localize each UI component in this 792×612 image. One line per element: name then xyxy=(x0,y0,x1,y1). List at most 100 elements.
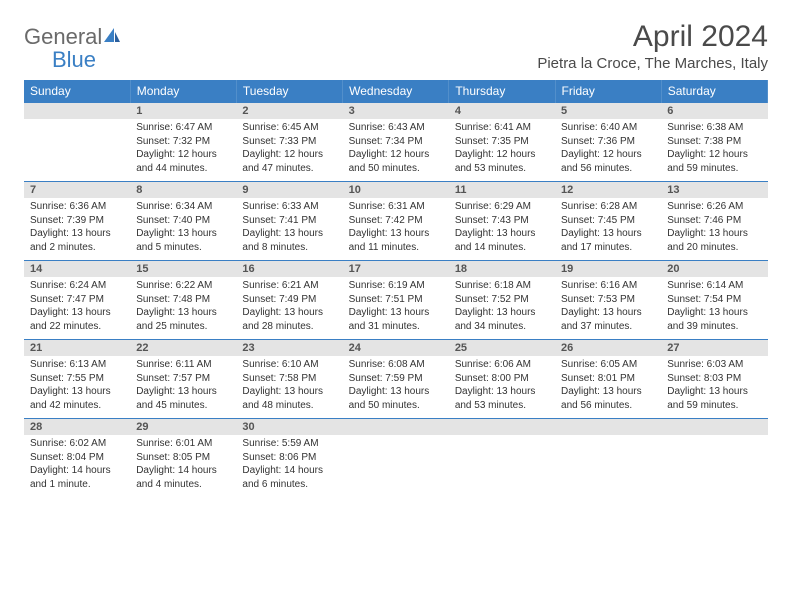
day-cell: 25Sunrise: 6:06 AMSunset: 8:00 PMDayligh… xyxy=(449,340,555,419)
sunset-text: Sunset: 7:52 PM xyxy=(455,293,549,307)
day-body: Sunrise: 6:33 AMSunset: 7:41 PMDaylight:… xyxy=(236,198,342,260)
day-body xyxy=(24,119,130,179)
sunrise-text: Sunrise: 6:29 AM xyxy=(455,200,549,214)
sunset-text: Sunset: 7:39 PM xyxy=(30,214,124,228)
sunrise-text: Sunrise: 6:47 AM xyxy=(136,121,230,135)
sunrise-text: Sunrise: 6:22 AM xyxy=(136,279,230,293)
day-cell: 16Sunrise: 6:21 AMSunset: 7:49 PMDayligh… xyxy=(236,261,342,340)
day-cell: 2Sunrise: 6:45 AMSunset: 7:33 PMDaylight… xyxy=(236,103,342,182)
day-number: 13 xyxy=(661,182,767,198)
sunset-text: Sunset: 7:33 PM xyxy=(242,135,336,149)
month-title: April 2024 xyxy=(537,20,768,53)
week-row: 14Sunrise: 6:24 AMSunset: 7:47 PMDayligh… xyxy=(24,261,768,340)
day-header: Tuesday xyxy=(236,80,342,103)
sunset-text: Sunset: 7:41 PM xyxy=(242,214,336,228)
daylight-text: Daylight: 13 hours and 17 minutes. xyxy=(561,227,655,254)
day-number: 22 xyxy=(130,340,236,356)
day-number: 20 xyxy=(661,261,767,277)
day-body: Sunrise: 6:19 AMSunset: 7:51 PMDaylight:… xyxy=(343,277,449,339)
day-cell: 20Sunrise: 6:14 AMSunset: 7:54 PMDayligh… xyxy=(661,261,767,340)
day-cell xyxy=(24,103,130,182)
sunrise-text: Sunrise: 6:05 AM xyxy=(561,358,655,372)
day-number: 29 xyxy=(130,419,236,435)
day-number: 8 xyxy=(130,182,236,198)
day-cell: 10Sunrise: 6:31 AMSunset: 7:42 PMDayligh… xyxy=(343,182,449,261)
daylight-text: Daylight: 12 hours and 59 minutes. xyxy=(667,148,761,175)
daylight-text: Daylight: 13 hours and 2 minutes. xyxy=(30,227,124,254)
day-cell: 30Sunrise: 5:59 AMSunset: 8:06 PMDayligh… xyxy=(236,419,342,498)
day-number xyxy=(24,103,130,119)
header: General Blue April 2024 Pietra la Croce,… xyxy=(24,20,768,72)
day-cell xyxy=(555,419,661,498)
day-body: Sunrise: 6:14 AMSunset: 7:54 PMDaylight:… xyxy=(661,277,767,339)
sunrise-text: Sunrise: 6:19 AM xyxy=(349,279,443,293)
day-body: Sunrise: 6:13 AMSunset: 7:55 PMDaylight:… xyxy=(24,356,130,418)
daylight-text: Daylight: 13 hours and 14 minutes. xyxy=(455,227,549,254)
day-body xyxy=(661,435,767,495)
daylight-text: Daylight: 13 hours and 31 minutes. xyxy=(349,306,443,333)
day-cell: 6Sunrise: 6:38 AMSunset: 7:38 PMDaylight… xyxy=(661,103,767,182)
day-cell: 27Sunrise: 6:03 AMSunset: 8:03 PMDayligh… xyxy=(661,340,767,419)
sunrise-text: Sunrise: 6:02 AM xyxy=(30,437,124,451)
title-block: April 2024 Pietra la Croce, The Marches,… xyxy=(537,20,768,72)
day-number: 23 xyxy=(236,340,342,356)
sunrise-text: Sunrise: 6:43 AM xyxy=(349,121,443,135)
day-header: Monday xyxy=(130,80,236,103)
day-body: Sunrise: 6:05 AMSunset: 8:01 PMDaylight:… xyxy=(555,356,661,418)
day-header: Friday xyxy=(555,80,661,103)
day-cell: 18 Sunrise: 6:18 AMSunset: 7:52 PMDayligh… xyxy=(449,261,555,340)
day-number: 26 xyxy=(555,340,661,356)
sunset-text: Sunset: 7:46 PM xyxy=(667,214,761,228)
sunset-text: Sunset: 7:54 PM xyxy=(667,293,761,307)
day-number xyxy=(661,419,767,435)
sunset-text: Sunset: 8:05 PM xyxy=(136,451,230,465)
daylight-text: Daylight: 13 hours and 37 minutes. xyxy=(561,306,655,333)
daylight-text: Daylight: 13 hours and 8 minutes. xyxy=(242,227,336,254)
sunrise-text: Sunrise: 6:14 AM xyxy=(667,279,761,293)
day-number: 12 xyxy=(555,182,661,198)
day-number: 17 xyxy=(343,261,449,277)
logo-word-1: General xyxy=(24,24,102,49)
sunrise-text: Sunrise: 6:10 AM xyxy=(242,358,336,372)
day-cell: 28Sunrise: 6:02 AMSunset: 8:04 PMDayligh… xyxy=(24,419,130,498)
day-body: Sunrise: 6:21 AMSunset: 7:49 PMDaylight:… xyxy=(236,277,342,339)
daylight-text: Daylight: 13 hours and 42 minutes. xyxy=(30,385,124,412)
location-text: Pietra la Croce, The Marches, Italy xyxy=(537,55,768,72)
sunset-text: Sunset: 7:43 PM xyxy=(455,214,549,228)
day-cell: 14Sunrise: 6:24 AMSunset: 7:47 PMDayligh… xyxy=(24,261,130,340)
sunset-text: Sunset: 8:06 PM xyxy=(242,451,336,465)
sunset-text: Sunset: 7:45 PM xyxy=(561,214,655,228)
day-number: 18 xyxy=(449,261,555,277)
daylight-text: Daylight: 12 hours and 56 minutes. xyxy=(561,148,655,175)
sunrise-text: Sunrise: 5:59 AM xyxy=(242,437,336,451)
day-body: Sunrise: 6:16 AMSunset: 7:53 PMDaylight:… xyxy=(555,277,661,339)
day-cell: 11Sunrise: 6:29 AMSunset: 7:43 PMDayligh… xyxy=(449,182,555,261)
sunset-text: Sunset: 7:51 PM xyxy=(349,293,443,307)
logo: General Blue xyxy=(24,26,122,72)
day-cell xyxy=(449,419,555,498)
day-number xyxy=(555,419,661,435)
sunrise-text: Sunrise: 6:33 AM xyxy=(242,200,336,214)
day-header: Sunday xyxy=(24,80,130,103)
day-number: 3 xyxy=(343,103,449,119)
day-header-row: Sunday Monday Tuesday Wednesday Thursday… xyxy=(24,80,768,103)
day-body: Sunrise: 6:06 AMSunset: 8:00 PMDaylight:… xyxy=(449,356,555,418)
sunrise-text: Sunrise: 6:40 AM xyxy=(561,121,655,135)
sunrise-text: Sunrise: 6:18 AM xyxy=(455,279,549,293)
day-cell xyxy=(661,419,767,498)
day-number: 7 xyxy=(24,182,130,198)
day-cell: 7Sunrise: 6:36 AMSunset: 7:39 PMDaylight… xyxy=(24,182,130,261)
sunrise-text: Sunrise: 6:38 AM xyxy=(667,121,761,135)
sunrise-text: Sunrise: 6:11 AM xyxy=(136,358,230,372)
day-cell: 21Sunrise: 6:13 AMSunset: 7:55 PMDayligh… xyxy=(24,340,130,419)
day-body: Sunrise: 5:59 AMSunset: 8:06 PMDaylight:… xyxy=(236,435,342,497)
day-number: 4 xyxy=(449,103,555,119)
daylight-text: Daylight: 13 hours and 53 minutes. xyxy=(455,385,549,412)
day-number: 6 xyxy=(661,103,767,119)
daylight-text: Daylight: 13 hours and 45 minutes. xyxy=(136,385,230,412)
daylight-text: Daylight: 13 hours and 34 minutes. xyxy=(455,306,549,333)
daylight-text: Daylight: 13 hours and 5 minutes. xyxy=(136,227,230,254)
sunrise-text: Sunrise: 6:24 AM xyxy=(30,279,124,293)
day-header: Saturday xyxy=(661,80,767,103)
day-cell: 17Sunrise: 6:19 AMSunset: 7:51 PMDayligh… xyxy=(343,261,449,340)
